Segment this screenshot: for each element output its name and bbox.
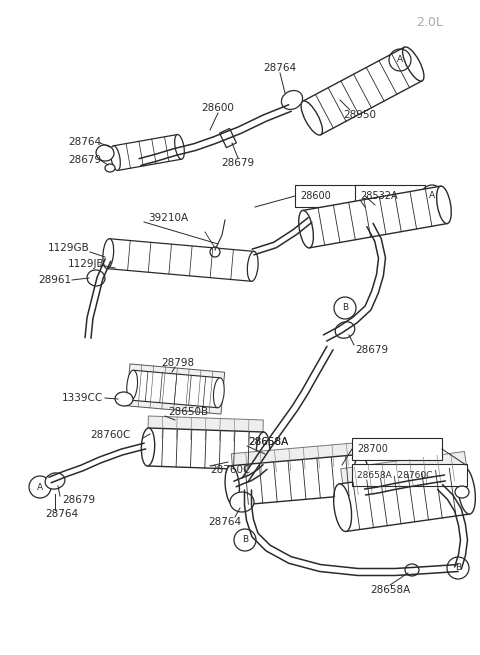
Ellipse shape — [405, 564, 419, 576]
Ellipse shape — [141, 428, 155, 466]
Ellipse shape — [111, 146, 120, 170]
Text: 28679: 28679 — [68, 155, 101, 165]
Text: 39210A: 39210A — [148, 213, 188, 223]
Bar — [231, 442, 363, 476]
FancyBboxPatch shape — [230, 455, 363, 506]
Ellipse shape — [103, 238, 114, 269]
Text: 28950: 28950 — [344, 110, 376, 120]
Text: 28760C: 28760C — [210, 465, 251, 475]
Bar — [126, 364, 225, 414]
Ellipse shape — [301, 101, 323, 135]
Ellipse shape — [437, 186, 451, 223]
Bar — [355, 185, 425, 207]
Text: 28600: 28600 — [202, 103, 234, 113]
Ellipse shape — [127, 370, 138, 400]
Bar — [295, 185, 365, 207]
Ellipse shape — [355, 455, 369, 495]
Text: B: B — [455, 563, 461, 572]
Ellipse shape — [87, 270, 105, 286]
Ellipse shape — [299, 210, 313, 248]
Text: B: B — [342, 303, 348, 312]
FancyBboxPatch shape — [303, 186, 447, 248]
Text: 28961: 28961 — [38, 275, 71, 285]
Text: B: B — [242, 536, 248, 544]
Bar — [352, 464, 467, 486]
Text: 1129JB: 1129JB — [68, 259, 105, 269]
Text: 28658A  28760C: 28658A 28760C — [357, 470, 432, 479]
Ellipse shape — [115, 392, 133, 406]
Text: 2.0L: 2.0L — [417, 16, 444, 29]
Text: 1129GB: 1129GB — [48, 243, 90, 253]
FancyBboxPatch shape — [107, 238, 254, 281]
Text: 28532A: 28532A — [360, 191, 397, 201]
FancyBboxPatch shape — [339, 466, 470, 531]
Text: 28764: 28764 — [68, 137, 101, 147]
Ellipse shape — [96, 145, 114, 161]
Text: A: A — [37, 483, 43, 491]
Text: 28658A: 28658A — [248, 437, 288, 447]
Bar — [220, 128, 236, 147]
Text: 28764: 28764 — [208, 517, 241, 527]
Ellipse shape — [175, 134, 184, 159]
Ellipse shape — [230, 492, 254, 512]
FancyBboxPatch shape — [131, 370, 220, 407]
Bar — [341, 451, 468, 496]
Text: 28764: 28764 — [45, 509, 78, 519]
FancyBboxPatch shape — [303, 47, 422, 135]
Text: 1339CC: 1339CC — [62, 393, 103, 403]
Ellipse shape — [335, 322, 355, 338]
Ellipse shape — [214, 378, 224, 408]
FancyBboxPatch shape — [147, 428, 264, 470]
Ellipse shape — [105, 164, 115, 172]
Ellipse shape — [256, 432, 270, 470]
Text: 28700: 28700 — [357, 444, 388, 454]
Ellipse shape — [281, 90, 302, 109]
Text: 28679: 28679 — [62, 495, 95, 505]
Text: 28650B: 28650B — [168, 407, 208, 417]
Text: 28798: 28798 — [161, 358, 194, 368]
Text: 28764: 28764 — [264, 63, 297, 73]
Ellipse shape — [45, 473, 65, 489]
Text: A: A — [397, 56, 403, 64]
Ellipse shape — [403, 47, 424, 81]
Text: A: A — [429, 191, 435, 200]
Text: 28760C: 28760C — [90, 430, 131, 440]
FancyBboxPatch shape — [113, 134, 181, 170]
Bar — [148, 416, 264, 442]
Ellipse shape — [334, 484, 351, 531]
Ellipse shape — [210, 247, 220, 257]
Text: 28679: 28679 — [355, 345, 388, 355]
Ellipse shape — [457, 466, 475, 514]
Ellipse shape — [455, 486, 469, 498]
Text: 28658A: 28658A — [370, 585, 410, 595]
Text: 28679: 28679 — [221, 158, 254, 168]
Bar — [352, 438, 442, 460]
Text: 28658A: 28658A — [248, 437, 288, 447]
Ellipse shape — [247, 252, 258, 281]
Text: 28600: 28600 — [300, 191, 331, 201]
Ellipse shape — [225, 466, 240, 506]
